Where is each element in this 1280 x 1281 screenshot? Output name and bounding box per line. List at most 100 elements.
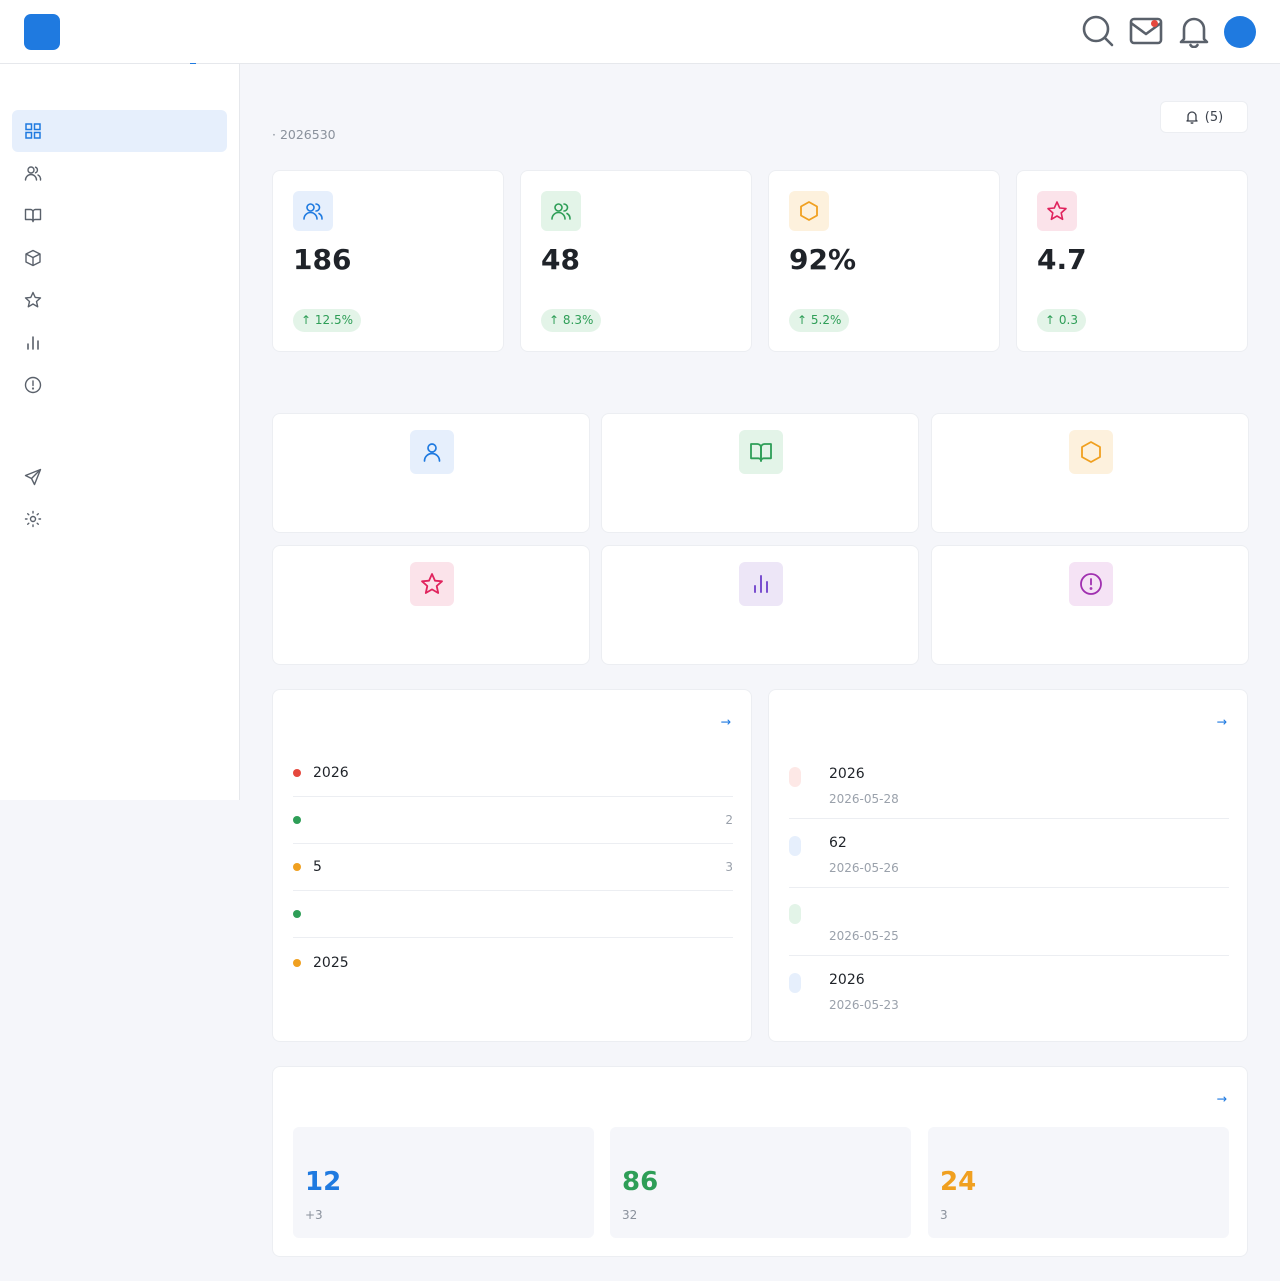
todo-time: 2 (725, 813, 733, 827)
todo-item[interactable] (293, 891, 733, 938)
overview-box-value: 12 (305, 1167, 342, 1197)
sidebar-item-dashboard[interactable] (12, 110, 227, 152)
sidebar (0, 64, 240, 800)
quick-card[interactable] (272, 413, 590, 533)
notice-tag (789, 767, 801, 787)
overview-box-value: 86 (622, 1167, 659, 1197)
notices-panel: → 2026 2026-05-28 62 2026-05-26 2026-05-… (768, 689, 1248, 1042)
notice-text: 2026 (829, 766, 865, 782)
star-icon (410, 562, 454, 606)
top-nav (190, 0, 398, 65)
notices-view-all-link[interactable]: → (1216, 714, 1227, 729)
notifications-button-label: (5) (1204, 109, 1224, 125)
quick-card[interactable] (931, 413, 1249, 533)
sidebar-item-users[interactable] (12, 152, 227, 194)
stat-card: 48 ↑ 8.3% (520, 170, 752, 352)
priority-dot (293, 816, 301, 824)
sidebar-item-info[interactable] (12, 364, 227, 406)
top-bar (0, 0, 1280, 65)
quick-card[interactable] (272, 545, 590, 665)
cube-icon (25, 249, 41, 267)
overview-box[interactable]: 24 3 (928, 1127, 1229, 1238)
sidebar-item-send[interactable] (12, 456, 227, 498)
users-icon (24, 166, 42, 181)
overview-more-link[interactable]: → (1216, 1091, 1227, 1106)
info-icon (1069, 562, 1113, 606)
priority-dot (293, 910, 301, 918)
sidebar-item-settings[interactable] (12, 498, 227, 540)
sidebar-item-cube[interactable] (12, 237, 227, 279)
stat-value: 4.7 (1037, 243, 1087, 276)
todo-panel: → 2026 2 5 3 2025 (272, 689, 752, 1042)
todo-text: 5 (313, 859, 322, 875)
todo-text: 2025 (313, 954, 349, 971)
notice-text: 62 (829, 835, 847, 851)
priority-dot (293, 863, 301, 871)
grid-icon (25, 123, 41, 139)
sidebar-item-star[interactable] (12, 279, 227, 321)
notifications-button[interactable]: (5) (1160, 101, 1248, 133)
users-icon (293, 191, 333, 231)
quick-card[interactable] (601, 413, 919, 533)
sidebar-item-books[interactable] (12, 194, 227, 236)
bar-chart-icon (27, 336, 39, 350)
search-icon[interactable] (1081, 14, 1115, 48)
notice-tag (789, 973, 801, 993)
notice-date: 2026-05-28 (829, 792, 899, 806)
todo-text: 2026 (313, 765, 349, 781)
stat-value: 186 (293, 243, 352, 276)
stat-card: 4.7 ↑ 0.3 (1016, 170, 1248, 352)
notice-tag (789, 904, 801, 924)
avatar[interactable] (1224, 16, 1256, 48)
todo-item[interactable]: 2 (293, 797, 733, 844)
app-logo[interactable] (24, 14, 60, 50)
user-icon (410, 430, 454, 474)
notice-item[interactable]: 62 2026-05-26 (789, 819, 1229, 888)
notice-date: 2026-05-26 (829, 861, 899, 875)
info-icon (24, 376, 42, 394)
stat-trend-badge: ↑ 12.5% (293, 309, 361, 332)
star-icon (24, 291, 42, 308)
priority-dot (293, 958, 301, 967)
todo-view-all-link[interactable]: → (720, 714, 731, 729)
quick-card[interactable] (601, 545, 919, 665)
bar-chart-icon (739, 562, 783, 606)
overview-box[interactable]: 12 +3 (293, 1127, 594, 1238)
todo-item[interactable]: 2025 (293, 939, 733, 986)
stat-trend-badge: ↑ 0.3 (1037, 309, 1086, 332)
page-subtitle: · 2026530 (272, 127, 336, 142)
overview-panel: → 12 +3 86 32 24 3 (272, 1066, 1248, 1257)
notice-tag (789, 836, 801, 856)
notice-item[interactable]: 2026 2026-05-23 (789, 956, 1229, 1025)
star-icon (1037, 191, 1077, 231)
quick-card[interactable] (931, 545, 1249, 665)
notice-date: 2026-05-25 (829, 929, 899, 943)
hexagon-icon (789, 191, 829, 231)
overview-box-note: 3 (940, 1208, 948, 1222)
send-icon (24, 468, 42, 486)
settings-icon (24, 510, 42, 528)
bell-icon (1186, 111, 1198, 124)
overview-box-value: 24 (940, 1167, 977, 1197)
stat-card: 186 ↑ 12.5% (272, 170, 504, 352)
priority-dot (293, 769, 301, 777)
todo-time: 3 (725, 860, 733, 874)
todo-item[interactable]: 2026 (293, 750, 733, 797)
stat-trend-badge: ↑ 8.3% (541, 309, 602, 332)
overview-box[interactable]: 86 32 (610, 1127, 911, 1238)
mail-unread-dot (1151, 20, 1158, 27)
notice-item[interactable]: 2026-05-25 (789, 887, 1229, 956)
stat-trend-badge: ↑ 5.2% (789, 309, 850, 332)
mail-icon[interactable] (1129, 14, 1163, 48)
book-icon (24, 208, 42, 223)
notice-item[interactable]: 2026 2026-05-28 (789, 750, 1229, 819)
sidebar-item-stats[interactable] (12, 322, 227, 364)
overview-box-note: 32 (622, 1208, 638, 1222)
bell-icon[interactable] (1177, 14, 1211, 48)
todo-item[interactable]: 5 3 (293, 844, 733, 891)
users-icon (541, 191, 581, 231)
notice-date: 2026-05-23 (829, 998, 899, 1012)
stat-value: 48 (541, 243, 580, 276)
stat-value: 92% (789, 243, 857, 276)
overview-box-note: +3 (305, 1208, 323, 1222)
